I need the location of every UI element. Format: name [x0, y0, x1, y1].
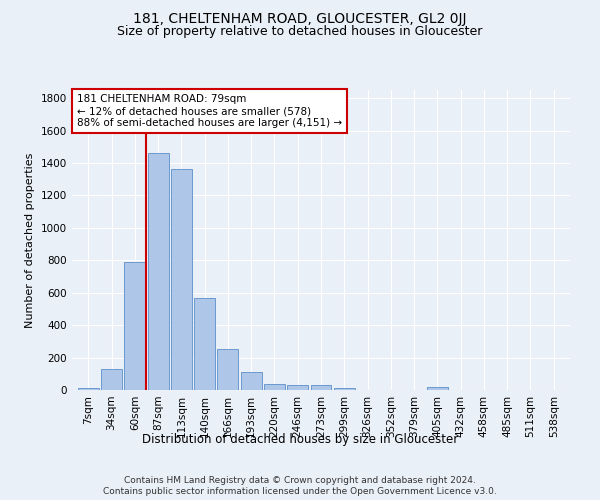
- Bar: [148, 153, 169, 390]
- Bar: [194, 298, 215, 390]
- Y-axis label: Number of detached properties: Number of detached properties: [25, 152, 35, 328]
- Bar: [264, 384, 285, 390]
- Bar: [78, 388, 99, 390]
- Text: 181, CHELTENHAM ROAD, GLOUCESTER, GL2 0JJ: 181, CHELTENHAM ROAD, GLOUCESTER, GL2 0J…: [133, 12, 467, 26]
- Bar: [124, 262, 145, 390]
- Bar: [171, 170, 192, 390]
- Bar: [287, 385, 308, 390]
- Text: Distribution of detached houses by size in Gloucester: Distribution of detached houses by size …: [142, 432, 458, 446]
- Text: Size of property relative to detached houses in Gloucester: Size of property relative to detached ho…: [118, 25, 482, 38]
- Bar: [217, 350, 238, 390]
- Bar: [334, 388, 355, 390]
- Bar: [241, 372, 262, 390]
- Text: Contains public sector information licensed under the Open Government Licence v3: Contains public sector information licen…: [103, 488, 497, 496]
- Bar: [427, 387, 448, 390]
- Bar: [101, 369, 122, 390]
- Text: 181 CHELTENHAM ROAD: 79sqm
← 12% of detached houses are smaller (578)
88% of sem: 181 CHELTENHAM ROAD: 79sqm ← 12% of deta…: [77, 94, 342, 128]
- Text: Contains HM Land Registry data © Crown copyright and database right 2024.: Contains HM Land Registry data © Crown c…: [124, 476, 476, 485]
- Bar: [311, 385, 331, 390]
